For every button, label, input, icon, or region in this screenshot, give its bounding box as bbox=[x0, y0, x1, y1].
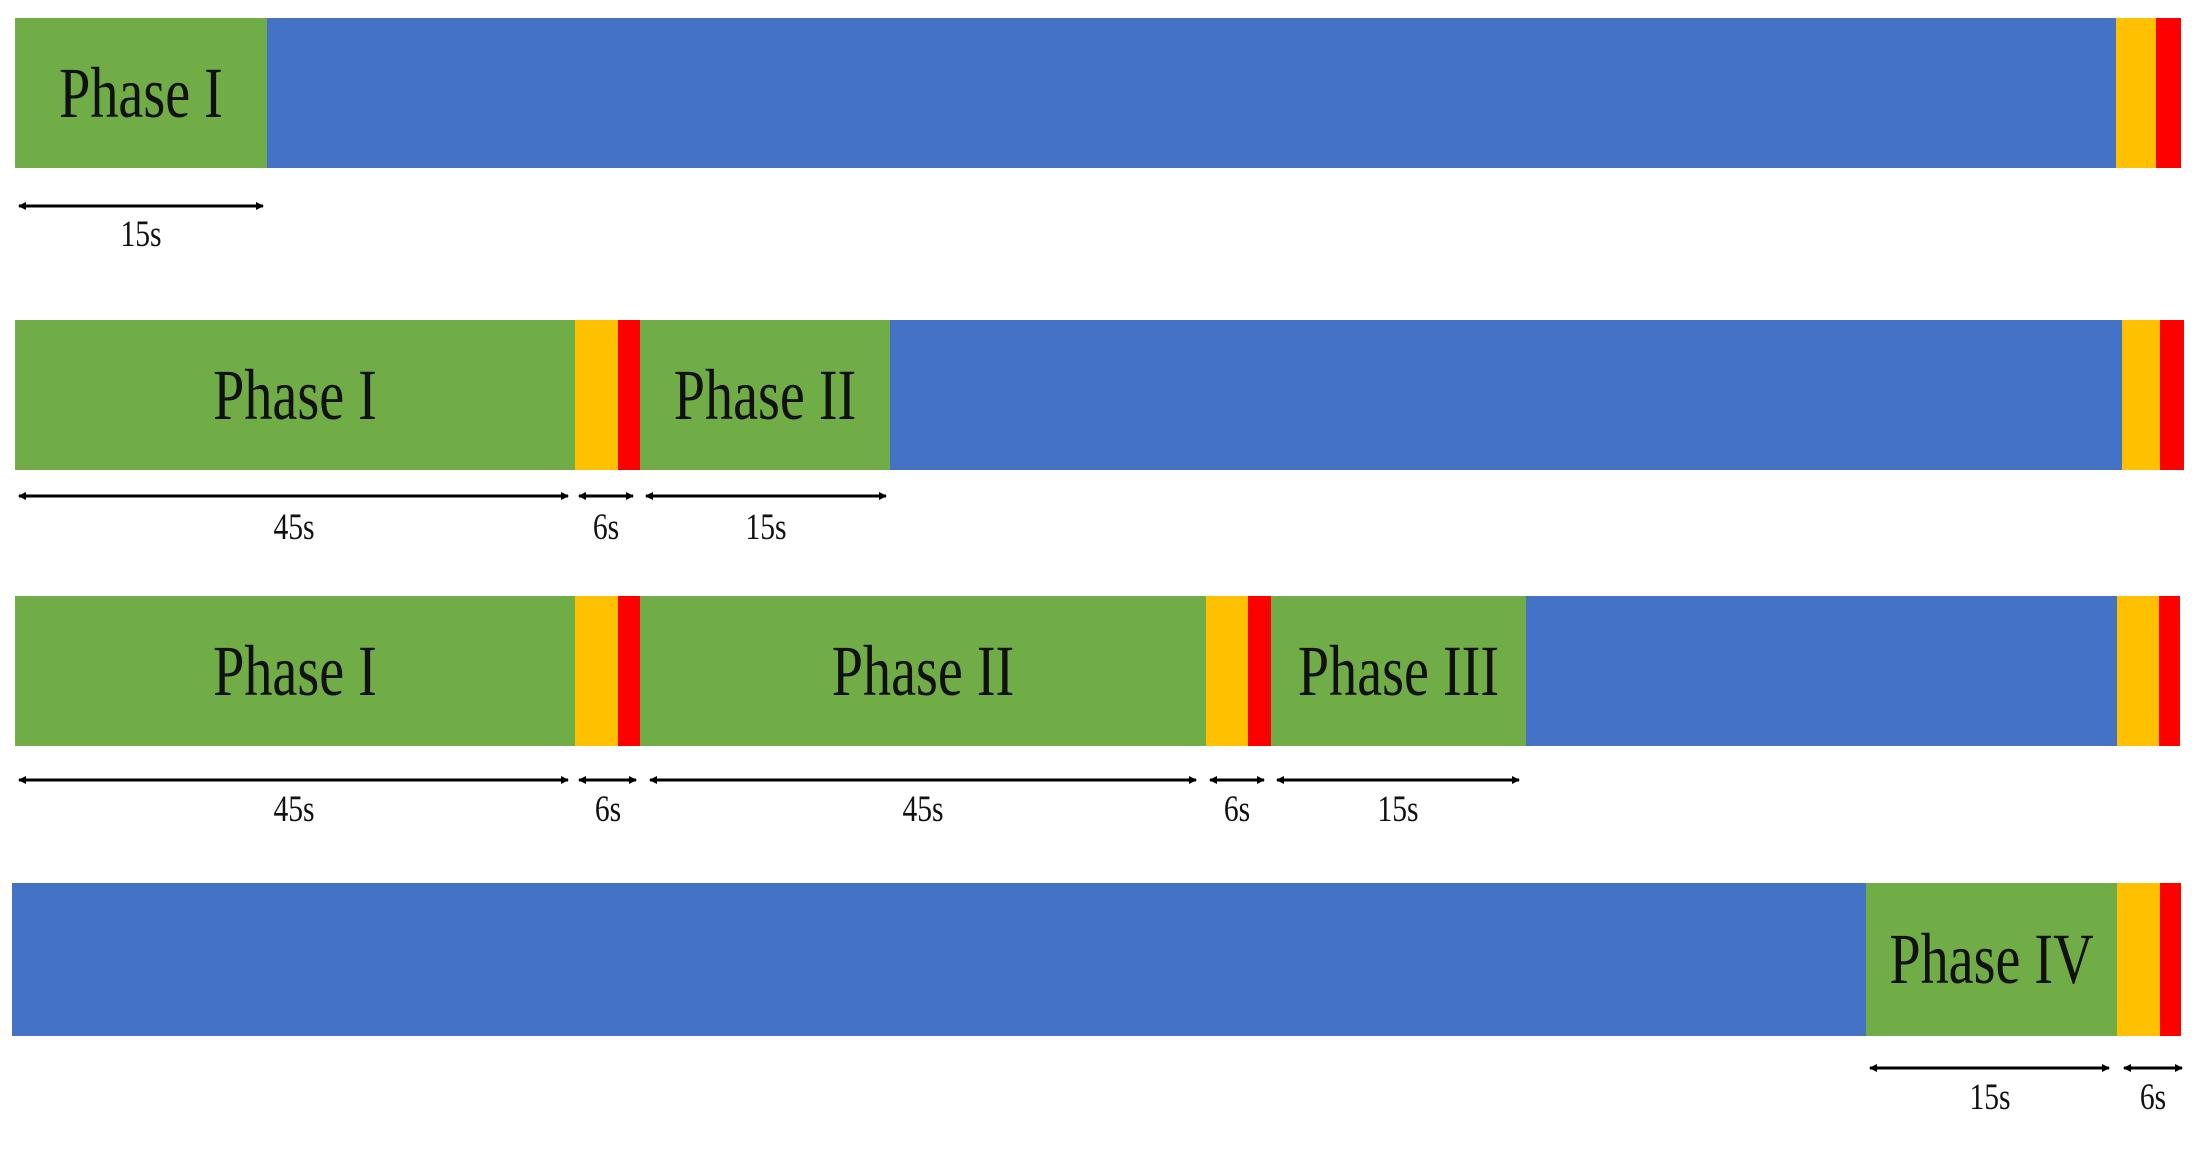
duration-label: 6s bbox=[594, 789, 621, 830]
row-2-amber-segment-2 bbox=[575, 320, 618, 470]
phase-label: Phase I bbox=[213, 354, 377, 435]
phase-label: Phase III bbox=[1297, 630, 1500, 711]
row-3-amber-segment-9 bbox=[2117, 596, 2159, 746]
duration-label: 6s bbox=[592, 507, 620, 548]
row-3-red-segment-6 bbox=[1248, 596, 1271, 746]
phase-label: Phase I bbox=[59, 52, 223, 133]
duration-label: 6s bbox=[1223, 789, 1251, 830]
duration-label: 15s bbox=[745, 507, 787, 548]
row-2-amber-segment-6 bbox=[2122, 320, 2160, 470]
row-1-blue-segment-2 bbox=[267, 18, 2116, 168]
duration-label: 15s bbox=[1377, 789, 1419, 830]
row-1-amber-segment-3 bbox=[2116, 18, 2156, 168]
duration-label: 15s bbox=[120, 214, 162, 255]
row-3-green-segment-4: Phase II bbox=[640, 596, 1206, 746]
phase-label: Phase II bbox=[831, 630, 1015, 711]
row-3-blue-segment-8 bbox=[1526, 596, 2117, 746]
row-2-red-segment-3 bbox=[618, 320, 640, 470]
row-4-amber-segment-3 bbox=[2117, 883, 2160, 1036]
row-2-green-segment-1: Phase I bbox=[15, 320, 575, 470]
row-2-red-segment-7 bbox=[2160, 320, 2184, 470]
row-4-green-segment-2: Phase IV bbox=[1866, 883, 2117, 1036]
row-3-amber-segment-5 bbox=[1206, 596, 1248, 746]
row-4-blue-segment-1 bbox=[12, 883, 1866, 1036]
phase-label: Phase II bbox=[673, 354, 857, 435]
row-3-red-segment-10 bbox=[2159, 596, 2180, 746]
duration-label: 45s bbox=[902, 789, 944, 830]
row-2-green-segment-4: Phase II bbox=[640, 320, 890, 470]
duration-label: 45s bbox=[272, 789, 315, 830]
duration-label: 15s bbox=[1968, 1077, 2011, 1118]
row-3-green-segment-7: Phase III bbox=[1271, 596, 1526, 746]
duration-label: 45s bbox=[272, 507, 315, 548]
row-1-red-segment-4 bbox=[2156, 18, 2181, 168]
phase-label: Phase IV bbox=[1889, 919, 2094, 999]
row-1-green-segment-1: Phase I bbox=[15, 18, 267, 168]
row-3-green-segment-1: Phase I bbox=[15, 596, 575, 746]
phase-label: Phase I bbox=[213, 630, 377, 711]
row-3-red-segment-3 bbox=[618, 596, 640, 746]
row-2-blue-segment-5 bbox=[890, 320, 2122, 470]
row-4-red-segment-4 bbox=[2160, 883, 2181, 1036]
duration-label: 6s bbox=[2139, 1077, 2167, 1118]
row-3-amber-segment-2 bbox=[575, 596, 618, 746]
